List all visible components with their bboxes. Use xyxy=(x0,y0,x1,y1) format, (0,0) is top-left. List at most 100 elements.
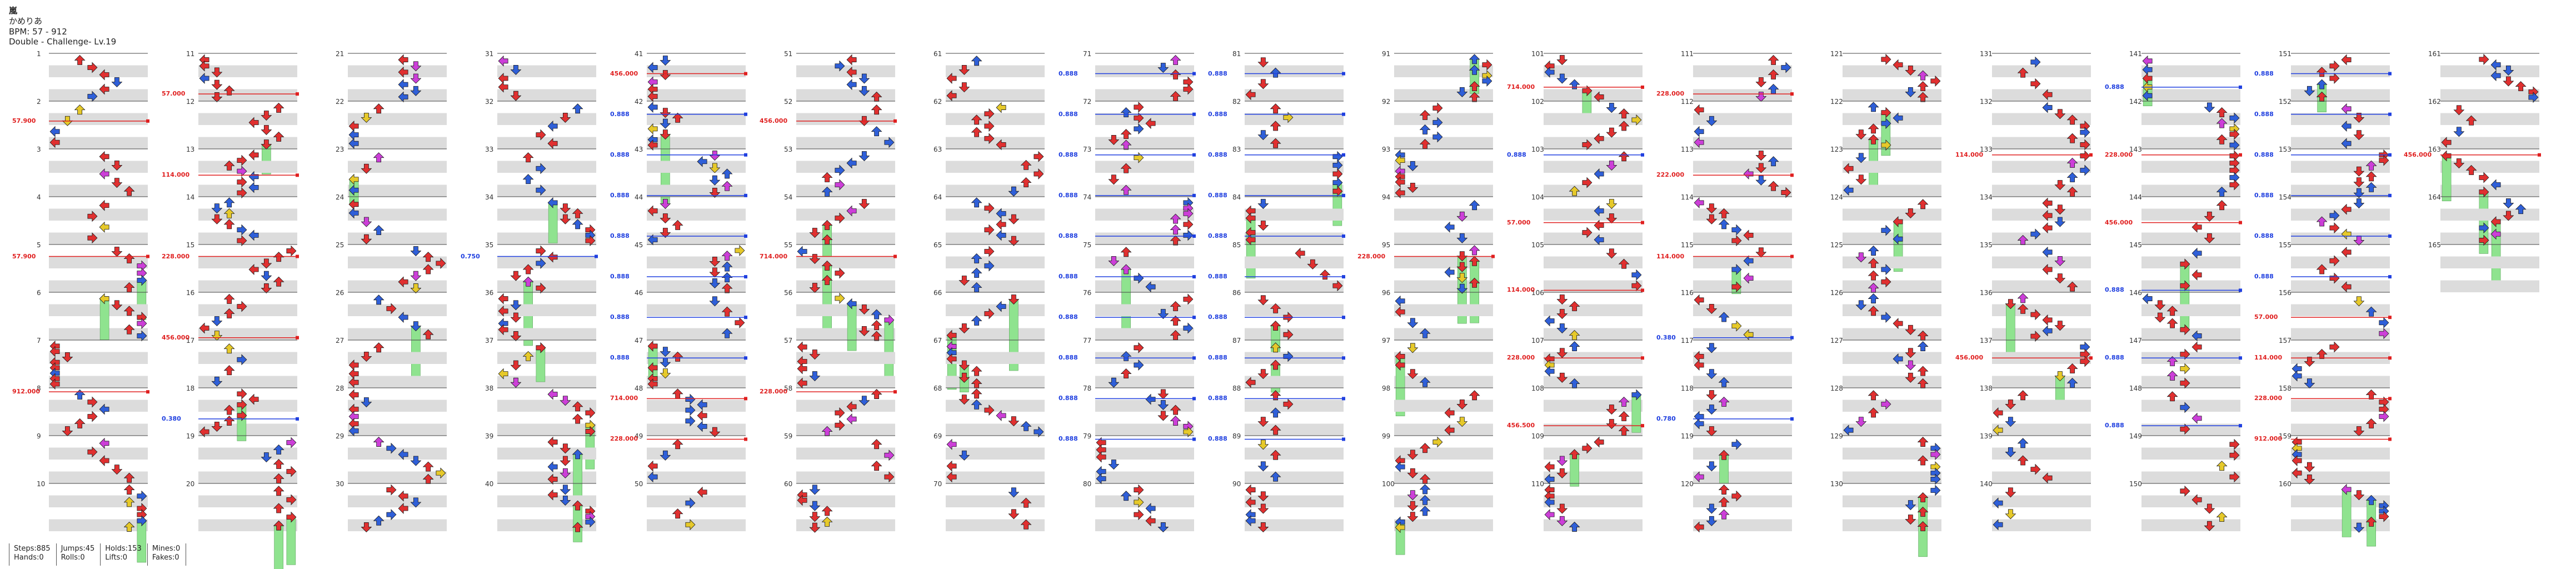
step-arrow xyxy=(1917,506,1929,517)
beat-stripe xyxy=(1992,256,2091,268)
step-arrow xyxy=(871,126,882,137)
arrow-shape xyxy=(1556,348,1568,358)
step-arrow xyxy=(1556,372,1568,383)
arrow-shape xyxy=(2180,324,2190,336)
beat-stripe xyxy=(647,376,746,388)
step-arrow xyxy=(709,163,721,173)
step-arrow xyxy=(871,104,882,115)
step-arrow xyxy=(2166,306,2178,316)
step-arrow xyxy=(422,461,434,472)
step-arrow xyxy=(647,460,658,472)
beat-stripe xyxy=(49,280,148,292)
beat-stripe xyxy=(1992,232,2091,244)
arrow-shape xyxy=(111,77,123,88)
step-arrow xyxy=(1855,417,1867,427)
beat-stripe xyxy=(1693,495,1792,507)
measure-number: 4 xyxy=(37,193,41,201)
step-arrow xyxy=(2180,348,2190,360)
arrow-shape xyxy=(797,246,807,257)
arrow-shape xyxy=(1257,522,1269,532)
arrow-shape xyxy=(2042,325,2053,337)
arrow-shape xyxy=(660,213,671,224)
arrow-shape xyxy=(1120,184,1132,195)
beat-stripe xyxy=(1843,304,1941,316)
bpm-change-label: 0.888 xyxy=(2254,232,2274,239)
step-arrow xyxy=(422,252,434,262)
bpm-change-marker xyxy=(2388,316,2392,320)
measure-number: 31 xyxy=(485,50,494,58)
beat-stripe xyxy=(1544,471,1643,483)
arrow-shape xyxy=(1694,126,1704,137)
arrow-shape xyxy=(547,197,558,208)
step-arrow xyxy=(1755,92,1767,102)
beat-stripe xyxy=(49,376,148,388)
step-arrow xyxy=(971,366,982,376)
measure-number: 34 xyxy=(485,193,494,201)
bpm-change-label: 0.888 xyxy=(1208,395,1227,402)
arrow-shape xyxy=(1743,272,1754,284)
step-arrow xyxy=(1134,152,1144,163)
beat-stripe xyxy=(796,495,895,507)
step-arrow xyxy=(1120,107,1132,118)
song-header: 嵐 かめりあ BPM: 57 - 912 Double - Challenge-… xyxy=(9,6,116,47)
arrow-shape xyxy=(1855,417,1867,427)
step-arrow xyxy=(2479,53,2489,65)
bpm-change-label: 456.000 xyxy=(162,333,190,341)
step-arrow xyxy=(1419,443,1431,453)
arrow-shape xyxy=(1407,450,1419,460)
step-arrow xyxy=(398,66,408,78)
arrow-shape xyxy=(510,64,522,75)
arrow-shape xyxy=(884,471,895,483)
measure-number: 9 xyxy=(37,432,41,440)
bpm-change-marker xyxy=(744,153,747,157)
step-arrow xyxy=(1868,270,1879,281)
measure-number: 10 xyxy=(37,480,46,488)
beat-stripe xyxy=(1843,471,1941,483)
arrow-shape xyxy=(1694,521,1704,533)
step-arrow xyxy=(721,251,733,261)
beat-stripe xyxy=(1992,208,2091,221)
step-arrow xyxy=(884,450,895,461)
beat-stripe xyxy=(49,400,148,412)
arrow-shape xyxy=(797,341,807,353)
arrow-shape xyxy=(1731,438,1742,450)
arrow-shape xyxy=(1456,87,1468,97)
step-arrow xyxy=(1556,456,1568,466)
arrow-shape xyxy=(1755,151,1767,161)
arrow-shape xyxy=(2503,65,2514,76)
beat-stripe xyxy=(2141,161,2240,173)
step-arrow xyxy=(2528,92,2539,103)
step-arrow xyxy=(2341,54,2352,66)
arrow-shape xyxy=(123,186,135,196)
arrow-shape xyxy=(522,264,534,274)
step-arrow xyxy=(996,301,1006,312)
step-arrow xyxy=(572,208,583,218)
arrow-shape xyxy=(2017,438,2029,448)
arrow-shape xyxy=(2042,102,2053,113)
step-arrow xyxy=(536,342,546,353)
step-arrow xyxy=(1257,417,1269,427)
step-arrow xyxy=(1618,108,1630,119)
arrow-shape xyxy=(410,73,422,84)
stats-group-jumps: Jumps:45 Rolls:0 xyxy=(56,543,101,566)
step-arrow xyxy=(884,471,895,483)
step-arrow xyxy=(1743,168,1754,179)
beat-stripe xyxy=(1245,184,1344,197)
arrow-shape xyxy=(286,494,297,506)
step-arrow xyxy=(1905,348,1916,358)
step-arrow xyxy=(721,283,733,293)
step-arrow xyxy=(498,293,508,305)
step-arrow xyxy=(1134,484,1144,496)
arrow-shape xyxy=(123,472,135,483)
beat-stripe xyxy=(946,113,1045,125)
step-arrow xyxy=(1456,417,1468,427)
step-arrow xyxy=(946,438,957,450)
step-arrow xyxy=(2503,65,2514,76)
step-arrow xyxy=(237,176,247,188)
arrow-shape xyxy=(1881,53,1891,65)
measure-number: 136 xyxy=(1980,289,1993,297)
arrow-shape xyxy=(2042,89,2053,101)
step-arrow xyxy=(809,254,821,264)
step-arrow xyxy=(835,267,845,279)
arrow-shape xyxy=(697,410,707,421)
